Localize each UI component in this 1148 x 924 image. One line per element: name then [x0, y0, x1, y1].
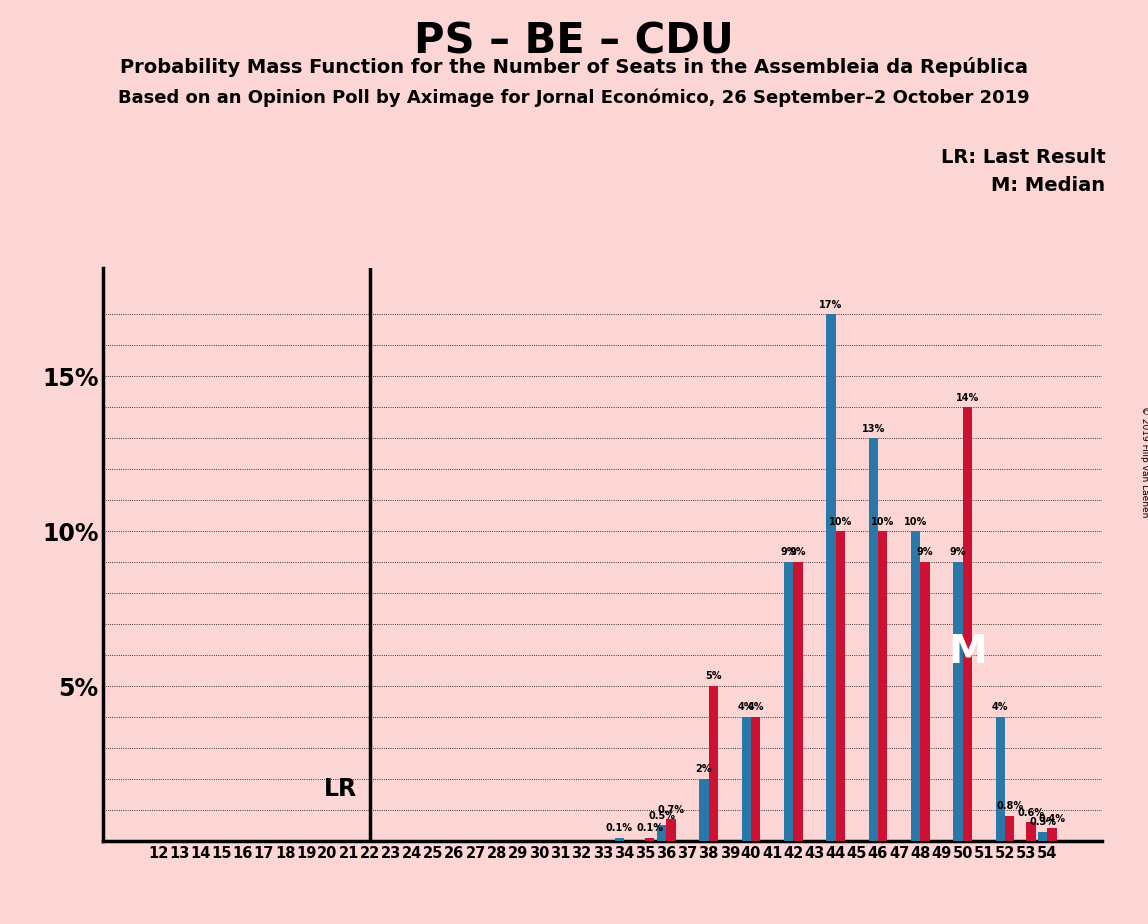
Bar	[666, 820, 675, 841]
Text: 0.8%: 0.8%	[996, 801, 1023, 811]
Bar	[963, 407, 972, 841]
Text: 0.1%: 0.1%	[636, 823, 664, 833]
Text: 2%: 2%	[696, 764, 712, 774]
Text: Based on an Opinion Poll by Aximage for Jornal Económico, 26 September–2 October: Based on an Opinion Poll by Aximage for …	[118, 89, 1030, 107]
Text: 0.1%: 0.1%	[606, 823, 633, 833]
Bar	[742, 717, 751, 841]
Bar	[699, 779, 708, 841]
Text: M: M	[948, 633, 986, 671]
Bar	[827, 314, 836, 841]
Text: 0.7%: 0.7%	[658, 805, 684, 815]
Bar	[878, 531, 887, 841]
Text: 17%: 17%	[820, 299, 843, 310]
Bar	[1004, 816, 1015, 841]
Text: 9%: 9%	[781, 548, 797, 557]
Text: 0.5%: 0.5%	[649, 810, 675, 821]
Bar	[912, 531, 921, 841]
Text: 0.4%: 0.4%	[1039, 814, 1065, 824]
Bar	[836, 531, 845, 841]
Text: 4%: 4%	[747, 702, 763, 712]
Text: Probability Mass Function for the Number of Seats in the Assembleia da República: Probability Mass Function for the Number…	[121, 57, 1027, 78]
Text: 4%: 4%	[738, 702, 754, 712]
Bar	[953, 562, 963, 841]
Text: 0.3%: 0.3%	[1030, 817, 1056, 827]
Text: 10%: 10%	[871, 517, 894, 527]
Text: 9%: 9%	[790, 548, 806, 557]
Bar	[645, 838, 654, 841]
Bar	[657, 825, 666, 841]
Bar	[1047, 829, 1056, 841]
Text: LR: Last Result: LR: Last Result	[940, 148, 1106, 167]
Bar	[1038, 832, 1047, 841]
Text: 0.6%: 0.6%	[1017, 808, 1045, 818]
Text: 9%: 9%	[917, 548, 933, 557]
Text: 14%: 14%	[955, 393, 979, 403]
Text: © 2019 Filip van Laenen: © 2019 Filip van Laenen	[1140, 407, 1148, 517]
Bar	[751, 717, 760, 841]
Text: M: Median: M: Median	[992, 176, 1106, 195]
Bar	[784, 562, 793, 841]
Bar	[793, 562, 802, 841]
Text: PS – BE – CDU: PS – BE – CDU	[414, 20, 734, 62]
Bar	[708, 686, 718, 841]
Bar	[869, 438, 878, 841]
Text: LR: LR	[324, 776, 357, 800]
Text: 10%: 10%	[829, 517, 852, 527]
Bar	[1026, 822, 1035, 841]
Text: 9%: 9%	[949, 548, 967, 557]
Text: 5%: 5%	[705, 672, 721, 681]
Text: 4%: 4%	[992, 702, 1009, 712]
Text: 13%: 13%	[862, 423, 885, 433]
Text: 10%: 10%	[903, 517, 928, 527]
Bar	[921, 562, 930, 841]
Bar	[614, 838, 623, 841]
Bar	[995, 717, 1004, 841]
